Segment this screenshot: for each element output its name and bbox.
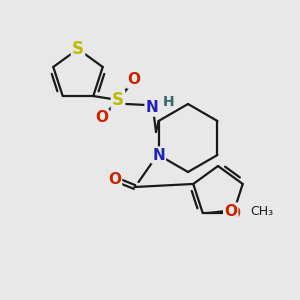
Text: H: H — [163, 95, 175, 109]
Text: O: O — [224, 203, 237, 218]
Text: S: S — [112, 91, 124, 109]
Text: O: O — [128, 73, 140, 88]
Text: O: O — [227, 206, 240, 220]
Text: CH₃: CH₃ — [251, 205, 274, 218]
Text: S: S — [72, 40, 84, 58]
Text: O: O — [108, 172, 121, 187]
Text: O: O — [95, 110, 109, 125]
Text: N: N — [152, 148, 165, 163]
Text: N: N — [146, 100, 158, 116]
